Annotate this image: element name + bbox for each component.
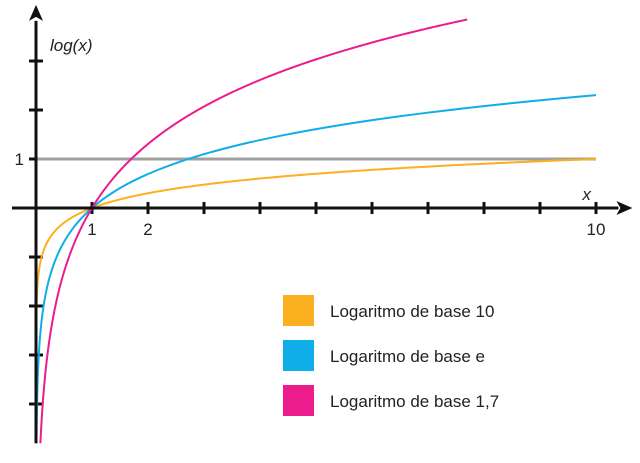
x-axis-arrow <box>616 201 633 215</box>
legend-swatch <box>283 295 314 326</box>
x-tick-label: 1 <box>87 220 96 239</box>
x-tick-label: 10 <box>587 220 606 239</box>
legend-label: Logaritmo de base 10 <box>330 302 494 321</box>
x-axis-label: x <box>581 185 591 204</box>
legend-swatch <box>283 340 314 371</box>
y-axis-arrow <box>29 4 43 21</box>
legend-swatch <box>283 385 314 416</box>
legend: Logaritmo de base 10 Logaritmo de base e L… <box>283 295 499 416</box>
y-tick-label: 1 <box>15 150 24 169</box>
legend-label: Logaritmo de base 1,7 <box>330 392 499 411</box>
series-line-1 <box>35 158 597 444</box>
legend-label: Logaritmo de base e <box>330 347 485 366</box>
x-tick-label: 2 <box>143 220 152 239</box>
series-line-3 <box>39 18 468 444</box>
y-axis-label: log(x) <box>50 36 93 55</box>
series-line-2 <box>35 94 597 444</box>
